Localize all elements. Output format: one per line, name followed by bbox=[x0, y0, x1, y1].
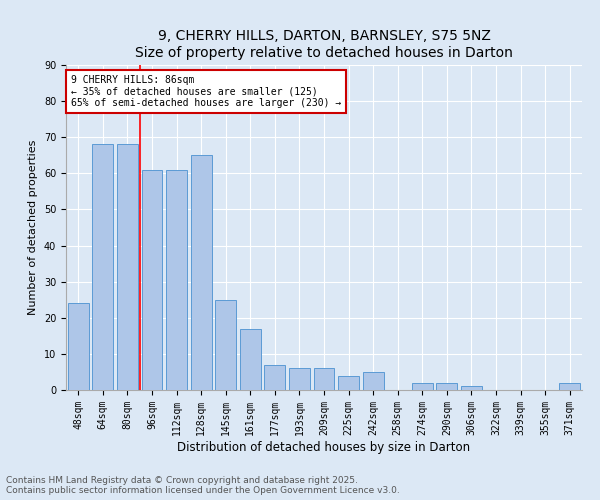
Bar bbox=[142, 170, 163, 390]
Title: 9, CHERRY HILLS, DARTON, BARNSLEY, S75 5NZ
Size of property relative to detached: 9, CHERRY HILLS, DARTON, BARNSLEY, S75 5… bbox=[135, 30, 513, 60]
X-axis label: Distribution of detached houses by size in Darton: Distribution of detached houses by size … bbox=[178, 440, 470, 454]
Bar bbox=[215, 300, 236, 390]
Bar bbox=[265, 364, 286, 390]
Bar bbox=[314, 368, 334, 390]
Bar bbox=[68, 304, 89, 390]
Text: 9 CHERRY HILLS: 86sqm
← 35% of detached houses are smaller (125)
65% of semi-det: 9 CHERRY HILLS: 86sqm ← 35% of detached … bbox=[71, 74, 341, 108]
Bar bbox=[362, 372, 383, 390]
Bar bbox=[240, 328, 261, 390]
Text: Contains HM Land Registry data © Crown copyright and database right 2025.
Contai: Contains HM Land Registry data © Crown c… bbox=[6, 476, 400, 495]
Bar bbox=[289, 368, 310, 390]
Bar bbox=[191, 156, 212, 390]
Bar bbox=[338, 376, 359, 390]
Bar bbox=[117, 144, 138, 390]
Bar bbox=[461, 386, 482, 390]
Bar bbox=[559, 383, 580, 390]
Y-axis label: Number of detached properties: Number of detached properties bbox=[28, 140, 38, 315]
Bar bbox=[412, 383, 433, 390]
Bar bbox=[92, 144, 113, 390]
Bar bbox=[166, 170, 187, 390]
Bar bbox=[436, 383, 457, 390]
